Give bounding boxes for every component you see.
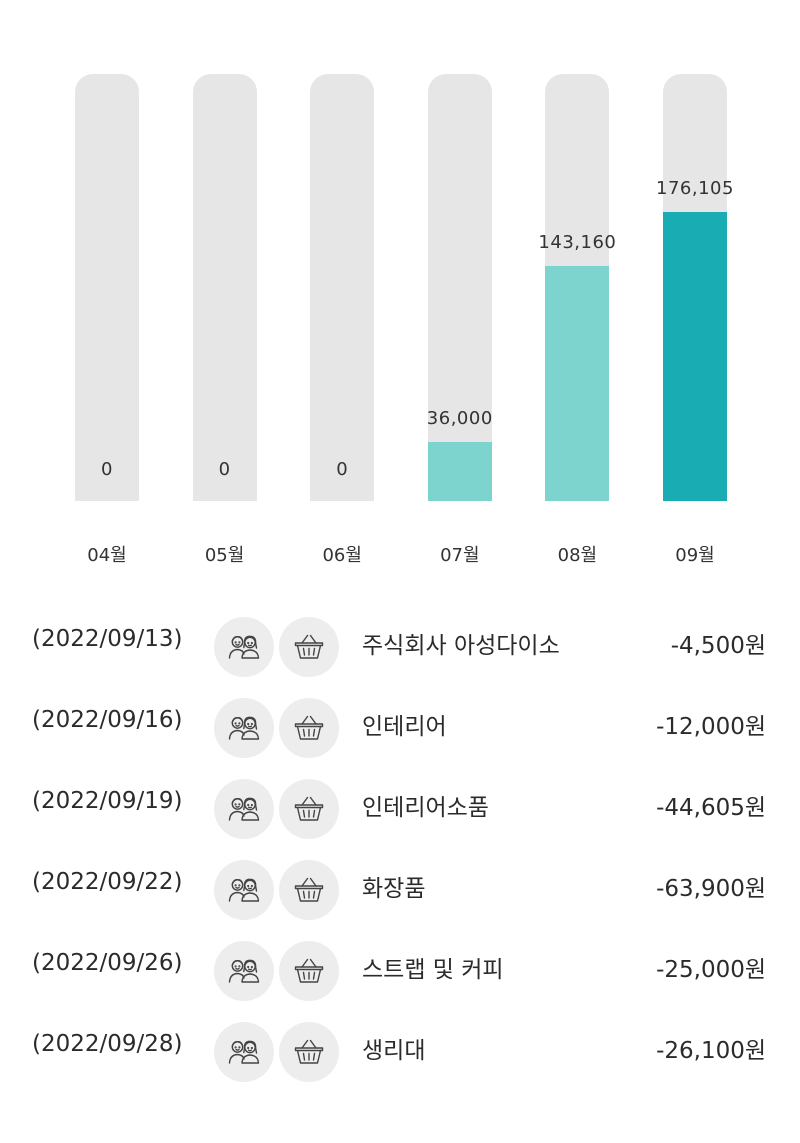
bar-value-label: 36,000: [426, 408, 493, 429]
monthly-bar-chart: 0 04월 0 05월 0 06월 36,000 07월 143,160 08월 176,105 09…: [75, 74, 734, 566]
month-label: 04월: [87, 545, 127, 566]
transaction-date: (2022/09/22): [32, 869, 183, 895]
transaction-date: (2022/09/19): [32, 788, 183, 814]
bar-fill: [663, 212, 727, 501]
merchant-name: 생리대: [362, 1038, 426, 1064]
month-label: 08월: [557, 545, 598, 566]
bar-track-07월[interactable]: [427, 74, 492, 501]
bar-track-09월[interactable]: [663, 74, 727, 501]
merchant-name: 화장품: [362, 876, 426, 902]
month-label: 06월: [322, 545, 362, 566]
transaction-date: (2022/09/16): [32, 707, 183, 733]
merchant-name: 인테리어: [362, 714, 447, 740]
couple-icon[interactable]: [214, 698, 274, 758]
couple-icon[interactable]: [214, 941, 274, 1001]
transaction-date: (2022/09/26): [32, 950, 183, 976]
transaction-row[interactable]: (2022/09/26) 스트랩 및 커피 -25,000원: [0, 930, 800, 1011]
shopping-basket-icon[interactable]: [279, 617, 339, 677]
transaction-row[interactable]: (2022/09/22) 화장품 -63,900원: [0, 849, 800, 930]
transaction-row[interactable]: (2022/09/19) 인테리어소품 -44,605원: [0, 768, 800, 849]
bar-track-04월[interactable]: [75, 74, 139, 501]
bar-fill: [545, 266, 610, 501]
transaction-date: (2022/09/13): [32, 626, 183, 652]
shopping-basket-icon[interactable]: [279, 941, 339, 1001]
couple-icon[interactable]: [214, 779, 274, 839]
bar-track-06월[interactable]: [310, 74, 375, 501]
bar-track-05월[interactable]: [192, 74, 257, 501]
merchant-name: 주식회사 아성다이소: [362, 633, 560, 659]
merchant-name: 스트랩 및 커피: [362, 957, 504, 983]
month-label: 09월: [675, 545, 715, 566]
transaction-amount: -4,500원: [670, 633, 766, 659]
transaction-row[interactable]: (2022/09/28) 생리대 -26,100원: [0, 1011, 800, 1092]
shopping-basket-icon[interactable]: [279, 860, 339, 920]
transaction-amount: -25,000원: [656, 957, 766, 983]
couple-icon[interactable]: [214, 1022, 274, 1082]
bar-track-08월[interactable]: [545, 74, 610, 501]
transaction-amount: -26,100원: [656, 1038, 766, 1064]
couple-icon[interactable]: [214, 617, 274, 677]
merchant-name: 인테리어소품: [362, 795, 489, 821]
bar-value-label: 176,105: [656, 178, 734, 199]
bar-value-label: 0: [336, 459, 349, 480]
bar-fill: [427, 442, 492, 501]
transaction-row[interactable]: (2022/09/16) 인테리어 -12,000원: [0, 687, 800, 768]
transaction-amount: -12,000원: [656, 714, 766, 740]
bar-value-label: 0: [101, 459, 113, 480]
transaction-amount: -44,605원: [656, 795, 766, 821]
shopping-basket-icon[interactable]: [279, 698, 339, 758]
shopping-basket-icon[interactable]: [279, 1022, 339, 1082]
transaction-date: (2022/09/28): [32, 1031, 183, 1057]
transaction-row[interactable]: (2022/09/13) 주식회사 아성다이소 -4,500원: [0, 606, 800, 687]
bar-value-label: 143,160: [538, 232, 617, 253]
couple-icon[interactable]: [214, 860, 274, 920]
transaction-amount: -63,900원: [656, 876, 766, 902]
shopping-basket-icon[interactable]: [279, 779, 339, 839]
month-label: 05월: [204, 545, 245, 566]
month-label: 07월: [440, 545, 480, 566]
transaction-list: (2022/09/13) 주식회사 아성다이소 -4,500원 (2022/09/16…: [0, 606, 800, 1092]
bar-value-label: 0: [218, 459, 231, 480]
